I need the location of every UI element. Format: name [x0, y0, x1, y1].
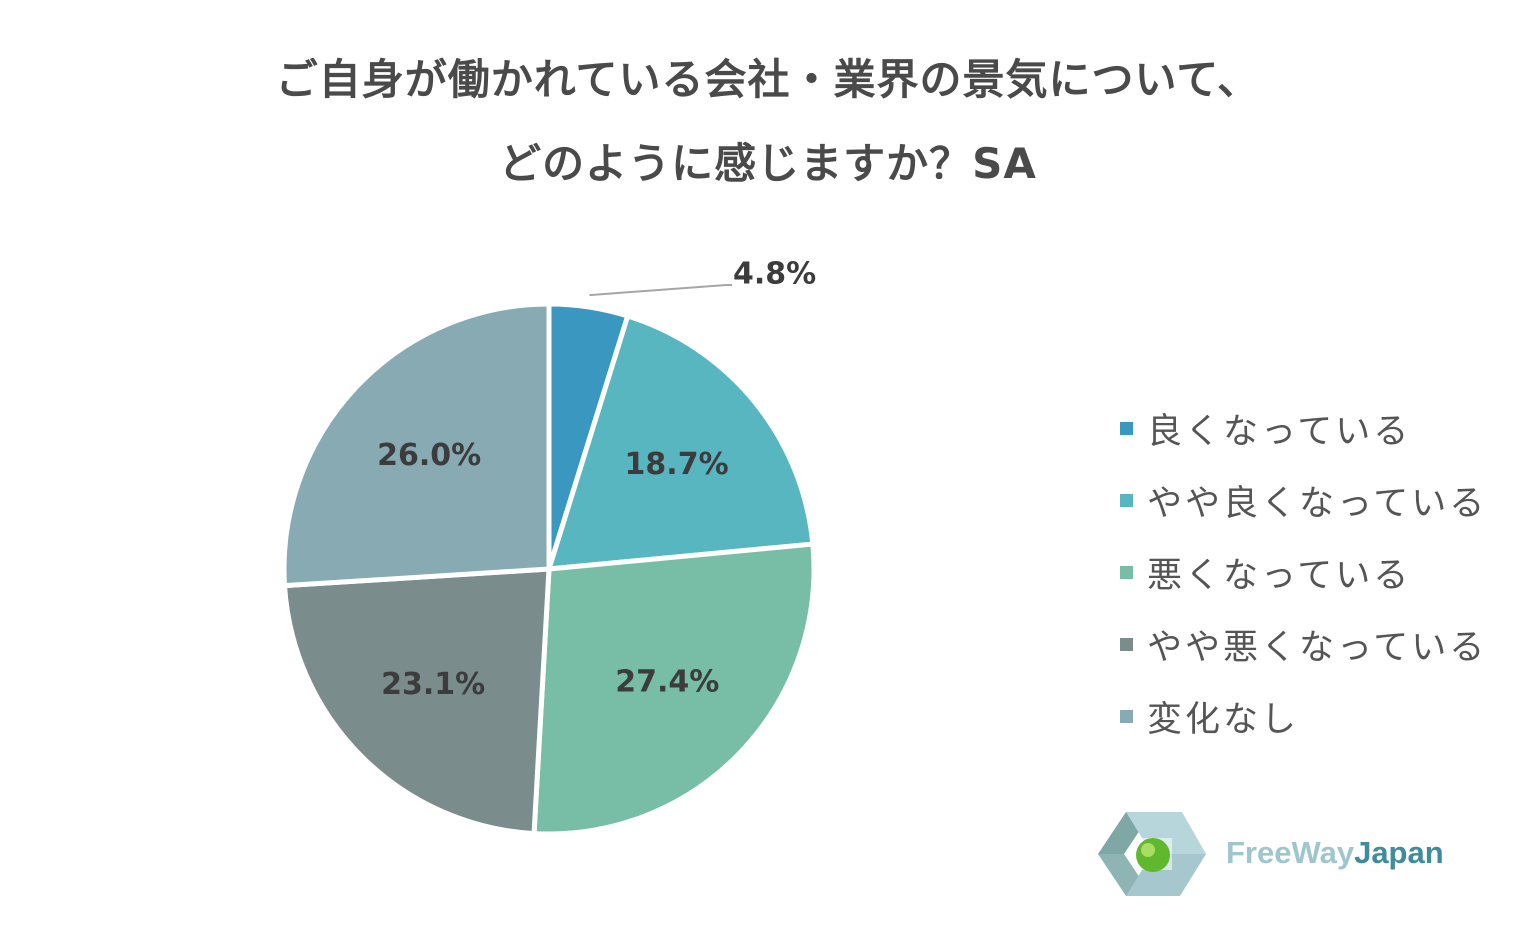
- chart-title-line1: ご自身が働かれている会社・業界の景気について、: [275, 55, 1261, 104]
- legend-label: 悪くなっている: [1147, 555, 1412, 596]
- data-label-no-change: 26.0%: [377, 438, 481, 473]
- logo-text-japan: Japan: [1354, 835, 1444, 870]
- legend-swatch: [1120, 421, 1133, 435]
- legend-item-somewhat-bad: やや悪くなっている: [1120, 608, 1487, 680]
- freewayjapan-logo: FreeWayJapan: [1096, 808, 1444, 898]
- pie-slices: [281, 301, 817, 837]
- data-label-somewhat-bad: 23.1%: [381, 667, 485, 702]
- logo-text-freeway: FreeWay: [1226, 835, 1355, 870]
- logo-text: FreeWayJapan: [1226, 835, 1444, 871]
- legend-label: やや悪くなっている: [1147, 627, 1488, 668]
- pie-data-labels: 4.8% 18.7% 27.4% 23.1% 26.0%: [377, 257, 816, 703]
- data-label-good: 4.8%: [733, 257, 816, 292]
- legend-swatch: [1120, 709, 1133, 723]
- legend-label: 良くなっている: [1147, 411, 1412, 452]
- freewayjapan-logo-icon: [1098, 812, 1206, 896]
- legend-label: 変化なし: [1147, 699, 1300, 740]
- pie-slice-bad: [531, 541, 817, 837]
- chart-title-line2: どのように感じますか？SA: [499, 139, 1037, 188]
- pie-slice-no-change: [281, 301, 552, 589]
- legend-item-good: 良くなっている: [1120, 392, 1487, 464]
- legend-swatch: [1120, 565, 1133, 579]
- legend-item-no-change: 変化なし: [1120, 680, 1487, 752]
- chart-title: ご自身が働かれている会社・業界の景気について、 どのように感じますか？SA: [0, 38, 1536, 206]
- leader-line: [589, 284, 732, 297]
- data-label-somewhat-good: 18.7%: [625, 447, 729, 482]
- legend-swatch: [1120, 493, 1133, 507]
- legend-item-bad: 悪くなっている: [1120, 536, 1487, 608]
- leader-lines: [589, 284, 732, 297]
- legend-label: やや良くなっている: [1147, 483, 1488, 524]
- legend-item-somewhat-good: やや良くなっている: [1120, 464, 1487, 536]
- chart-legend: 良くなっている やや良くなっている 悪くなっている やや悪くなっている 変化なし: [1120, 392, 1487, 752]
- pie-slice-somewhat-bad: [282, 566, 552, 837]
- pie-slice-somewhat-good: [546, 313, 816, 572]
- legend-swatch: [1120, 637, 1133, 651]
- data-label-bad: 27.4%: [615, 665, 719, 700]
